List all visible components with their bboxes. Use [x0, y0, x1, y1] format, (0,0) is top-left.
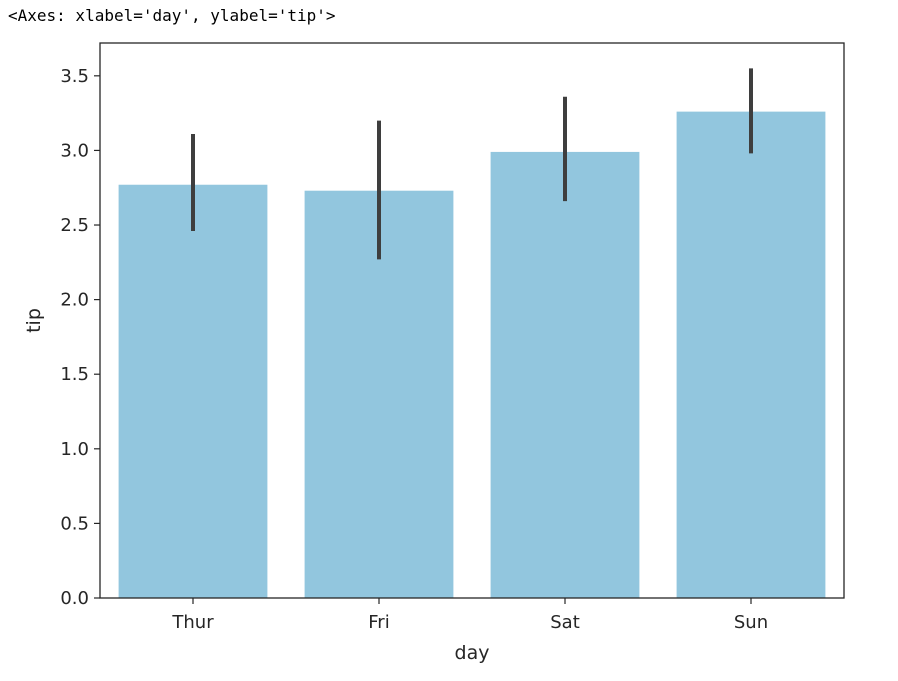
- x-axis-label: day: [455, 642, 490, 664]
- bar-thur: [118, 184, 268, 598]
- y-axis-label: tip: [23, 308, 45, 333]
- y-tick-label: 3.0: [60, 140, 89, 161]
- bars-group: [118, 111, 826, 599]
- y-tick-label: 1.5: [60, 364, 89, 385]
- x-tick-label: Sun: [734, 612, 768, 633]
- y-tick-label: 0.0: [60, 588, 89, 609]
- axes-repr-output: <Axes: xlabel='day', ylabel='tip'>: [8, 6, 336, 25]
- error-bars-group: [191, 68, 753, 260]
- axes-frame: [99, 42, 845, 599]
- y-tick-label: 2.5: [60, 215, 89, 236]
- x-tick-label: Thur: [171, 612, 214, 633]
- x-tick-label: Fri: [368, 612, 389, 633]
- y-axis-ticks: 0.0 0.5 1.0 1.5 2.0 2.5 3.0 3.5: [60, 66, 100, 609]
- y-tick-label: 0.5: [60, 513, 89, 534]
- x-axis-ticks: Thur Fri Sat Sun: [171, 598, 768, 633]
- bar-sun: [676, 111, 826, 599]
- bar-sat: [490, 151, 640, 598]
- y-tick-label: 1.0: [60, 439, 89, 460]
- y-tick-label: 3.5: [60, 66, 89, 87]
- x-tick-label: Sat: [550, 612, 580, 633]
- y-tick-label: 2.0: [60, 290, 89, 311]
